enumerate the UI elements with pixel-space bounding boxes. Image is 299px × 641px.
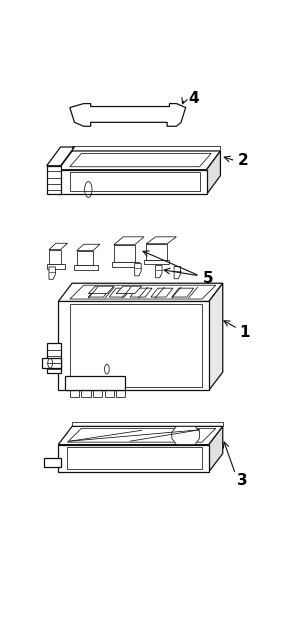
Polygon shape xyxy=(174,267,181,279)
Text: 4: 4 xyxy=(188,91,199,106)
Text: 5: 5 xyxy=(203,271,214,286)
Polygon shape xyxy=(58,301,209,390)
Text: 1: 1 xyxy=(239,325,249,340)
Polygon shape xyxy=(70,104,186,126)
Polygon shape xyxy=(146,237,176,244)
Polygon shape xyxy=(58,151,220,170)
Polygon shape xyxy=(114,237,144,245)
Polygon shape xyxy=(209,426,223,472)
Text: 2: 2 xyxy=(238,153,248,169)
Polygon shape xyxy=(209,283,223,390)
Polygon shape xyxy=(135,263,141,276)
Polygon shape xyxy=(89,288,110,297)
Polygon shape xyxy=(47,147,74,166)
Polygon shape xyxy=(58,426,223,445)
Polygon shape xyxy=(130,288,152,297)
Polygon shape xyxy=(172,426,200,445)
Text: 3: 3 xyxy=(237,473,247,488)
Polygon shape xyxy=(47,166,60,194)
Polygon shape xyxy=(89,286,114,294)
Polygon shape xyxy=(65,376,126,390)
Polygon shape xyxy=(74,265,97,271)
Polygon shape xyxy=(49,267,55,279)
Polygon shape xyxy=(77,244,100,251)
Polygon shape xyxy=(68,428,216,442)
Polygon shape xyxy=(114,245,135,262)
Polygon shape xyxy=(70,304,202,387)
Polygon shape xyxy=(144,260,170,265)
Polygon shape xyxy=(151,288,173,297)
Polygon shape xyxy=(77,251,93,265)
Polygon shape xyxy=(70,172,200,192)
Polygon shape xyxy=(68,447,202,469)
Polygon shape xyxy=(44,458,60,467)
Polygon shape xyxy=(58,170,207,194)
Polygon shape xyxy=(47,344,60,373)
Polygon shape xyxy=(47,265,65,269)
Polygon shape xyxy=(49,243,68,249)
Polygon shape xyxy=(146,244,167,260)
Polygon shape xyxy=(116,286,142,294)
Polygon shape xyxy=(70,153,211,167)
Polygon shape xyxy=(112,262,139,267)
Polygon shape xyxy=(58,283,223,301)
Polygon shape xyxy=(155,265,162,278)
Polygon shape xyxy=(49,249,60,265)
Polygon shape xyxy=(58,445,209,472)
Polygon shape xyxy=(42,358,60,368)
Polygon shape xyxy=(172,288,194,297)
Polygon shape xyxy=(70,285,216,299)
Polygon shape xyxy=(109,288,131,297)
Polygon shape xyxy=(207,151,220,194)
